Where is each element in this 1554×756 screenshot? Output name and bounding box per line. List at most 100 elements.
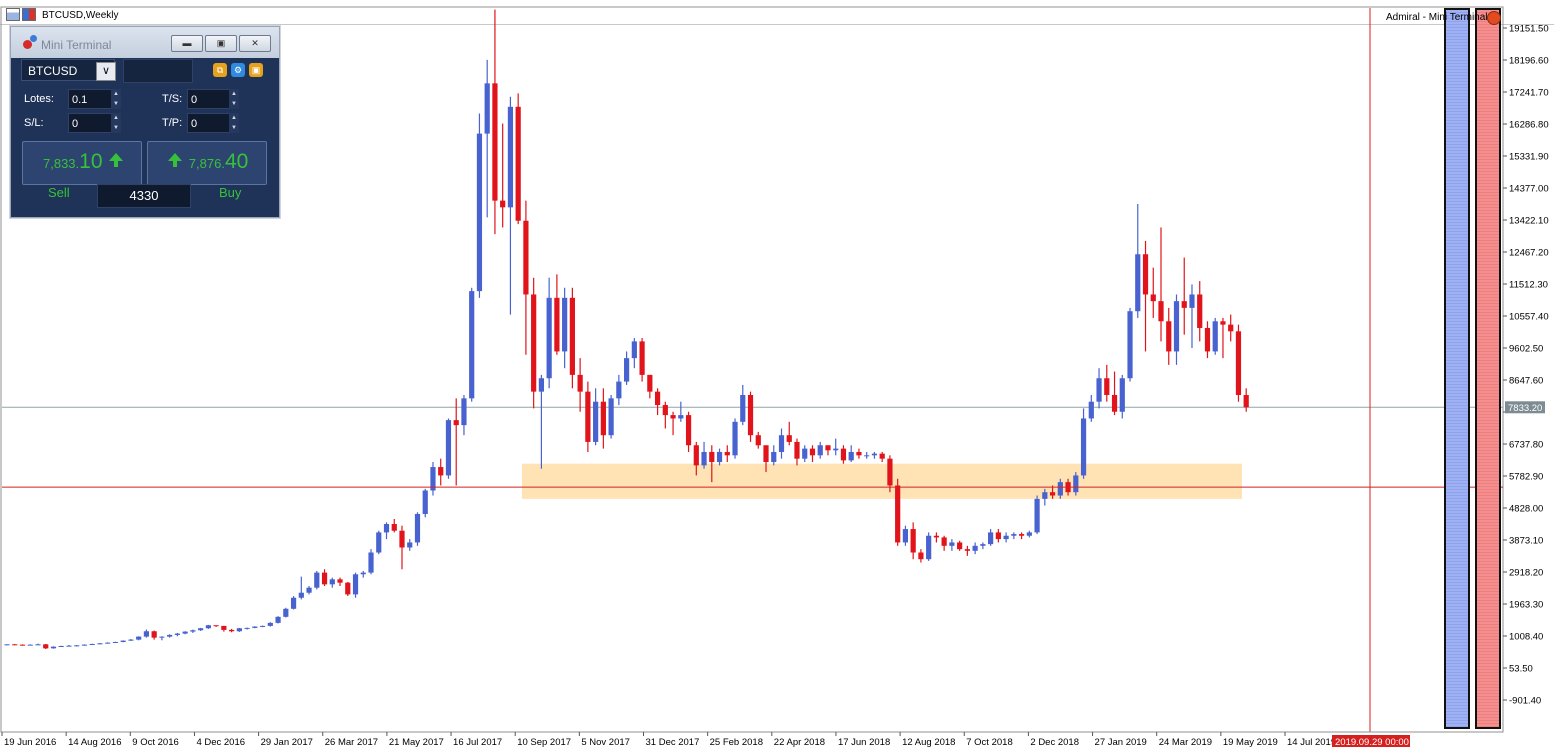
- ts-input[interactable]: 0: [187, 89, 231, 109]
- candle[interactable]: [864, 451, 870, 459]
- candle[interactable]: [1104, 364, 1110, 402]
- candle[interactable]: [840, 445, 847, 464]
- candle[interactable]: [988, 529, 994, 546]
- candle[interactable]: [259, 625, 266, 628]
- candle[interactable]: [957, 540, 963, 551]
- candle[interactable]: [1034, 495, 1040, 535]
- zone-rect[interactable]: [522, 463, 1242, 499]
- time-axis[interactable]: 19 Jun 2016 14 Aug 2016 9 Oct 2016 4 Dec 20…: [1, 731, 1503, 748]
- candle[interactable]: [376, 530, 382, 555]
- candle[interactable]: [484, 59, 490, 218]
- candle[interactable]: [616, 374, 622, 406]
- candle[interactable]: [1057, 478, 1063, 499]
- candle[interactable]: [825, 445, 831, 456]
- candle[interactable]: [492, 9, 498, 235]
- candle[interactable]: [980, 542, 986, 550]
- candle[interactable]: [391, 518, 397, 533]
- candle[interactable]: [1080, 408, 1087, 479]
- candle[interactable]: [252, 626, 258, 629]
- candle[interactable]: [298, 576, 304, 600]
- candle[interactable]: [345, 581, 351, 597]
- candle[interactable]: [1011, 532, 1017, 540]
- candle[interactable]: [58, 645, 64, 648]
- candle[interactable]: [1166, 307, 1172, 365]
- candle[interactable]: [1018, 532, 1025, 540]
- candle[interactable]: [786, 421, 792, 446]
- lots-input[interactable]: 0.1: [68, 89, 112, 109]
- candle[interactable]: [453, 398, 459, 486]
- candle[interactable]: [639, 338, 645, 382]
- volume-display[interactable]: 4330: [97, 184, 191, 208]
- candle[interactable]: [747, 391, 754, 442]
- candle[interactable]: [724, 445, 730, 463]
- candle[interactable]: [856, 448, 862, 459]
- candle[interactable]: [321, 569, 328, 587]
- candle[interactable]: [902, 525, 909, 546]
- candle[interactable]: [732, 418, 738, 459]
- candle[interactable]: [709, 445, 715, 483]
- ts-stepper[interactable]: ▲ ▼: [229, 89, 239, 109]
- candle[interactable]: [538, 374, 545, 469]
- candle[interactable]: [43, 643, 49, 650]
- candle[interactable]: [1049, 485, 1056, 499]
- sell-price-box[interactable]: 7,833.10: [22, 141, 142, 185]
- candle[interactable]: [290, 596, 297, 610]
- candle[interactable]: [151, 630, 157, 640]
- candle[interactable]: [35, 643, 41, 646]
- candle[interactable]: [500, 123, 506, 228]
- candle[interactable]: [337, 577, 343, 587]
- right-panel-blue[interactable]: [1444, 8, 1470, 729]
- candle[interactable]: [949, 539, 955, 551]
- candle[interactable]: [585, 381, 591, 452]
- candle[interactable]: [631, 338, 637, 369]
- tp-stepper[interactable]: ▲ ▼: [229, 113, 239, 133]
- candle[interactable]: [1204, 321, 1211, 359]
- candle[interactable]: [577, 358, 583, 412]
- candle[interactable]: [972, 542, 978, 555]
- candle[interactable]: [755, 431, 761, 449]
- candle[interactable]: [1235, 324, 1242, 402]
- candle[interactable]: [128, 638, 134, 641]
- candle[interactable]: [1088, 394, 1094, 422]
- candle[interactable]: [229, 628, 235, 633]
- candle[interactable]: [267, 622, 273, 627]
- candle[interactable]: [608, 394, 614, 439]
- support-resistance-zone[interactable]: [522, 463, 1242, 499]
- candle[interactable]: [562, 287, 568, 369]
- candle[interactable]: [74, 644, 80, 647]
- candle[interactable]: [531, 277, 537, 409]
- candle[interactable]: [771, 445, 777, 466]
- candle[interactable]: [1127, 307, 1133, 382]
- candle[interactable]: [1243, 388, 1249, 412]
- restore-button[interactable]: ▣: [205, 35, 237, 52]
- buy-button[interactable]: Buy: [219, 185, 242, 200]
- candle[interactable]: [895, 478, 901, 546]
- candle[interactable]: [593, 388, 599, 446]
- candle[interactable]: [716, 448, 723, 466]
- candle[interactable]: [693, 441, 699, 476]
- candle[interactable]: [887, 455, 893, 493]
- gear-icon[interactable]: ⚙: [231, 63, 245, 77]
- candle[interactable]: [554, 274, 560, 355]
- candle[interactable]: [407, 539, 413, 551]
- copy-icon[interactable]: ⧉: [213, 63, 227, 77]
- candle[interactable]: [546, 277, 552, 389]
- candle[interactable]: [569, 287, 575, 389]
- candle[interactable]: [89, 643, 95, 645]
- candle[interactable]: [809, 445, 816, 463]
- candle[interactable]: [213, 625, 219, 627]
- candle[interactable]: [12, 643, 18, 646]
- candle[interactable]: [1158, 227, 1164, 342]
- candle[interactable]: [469, 287, 475, 402]
- candle[interactable]: [926, 532, 932, 561]
- close-icon[interactable]: [1487, 11, 1501, 25]
- candle[interactable]: [964, 545, 970, 556]
- candle[interactable]: [685, 411, 692, 452]
- candle[interactable]: [515, 93, 521, 225]
- minimize-button[interactable]: ▬: [171, 35, 203, 52]
- candle[interactable]: [120, 640, 126, 643]
- candle[interactable]: [174, 632, 180, 637]
- candle[interactable]: [368, 549, 374, 575]
- candle[interactable]: [422, 488, 428, 518]
